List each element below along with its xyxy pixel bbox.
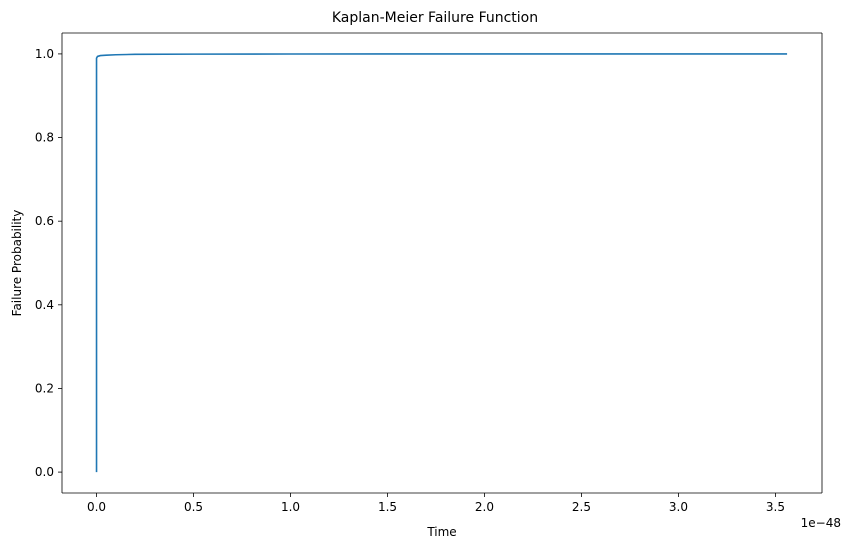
- x-tick-label: 0.0: [87, 500, 106, 514]
- y-tick-label: 1.0: [35, 47, 54, 61]
- x-tick-label: 1.0: [281, 500, 300, 514]
- plot-area: 0.0 0.5 1.0 1.5 2.0 2.5 3.0 3.5 0.0 0.2 0.4 0.6 0.8 1…: [35, 32, 823, 514]
- y-tick-label: 0.2: [35, 381, 54, 395]
- series-line-0: [95, 53, 788, 473]
- x-tick-label: 0.5: [184, 500, 203, 514]
- x-axis-label: Time: [426, 525, 456, 539]
- y-tick-label: 0.0: [35, 465, 54, 479]
- x-tick-label: 1.5: [378, 500, 397, 514]
- x-tick-label: 2.0: [475, 500, 494, 514]
- y-tick-label: 0.8: [35, 131, 54, 145]
- x-tick-label: 3.0: [669, 500, 688, 514]
- x-tick-label: 3.5: [766, 500, 785, 514]
- y-tick-label: 0.6: [35, 214, 54, 228]
- chart-title: Kaplan-Meier Failure Function: [332, 10, 538, 26]
- y-axis-label: Failure Probability: [10, 210, 24, 317]
- x-offset-label: 1e−48: [801, 516, 841, 530]
- y-tick-label: 0.4: [35, 298, 54, 312]
- x-tick-label: 2.5: [572, 500, 591, 514]
